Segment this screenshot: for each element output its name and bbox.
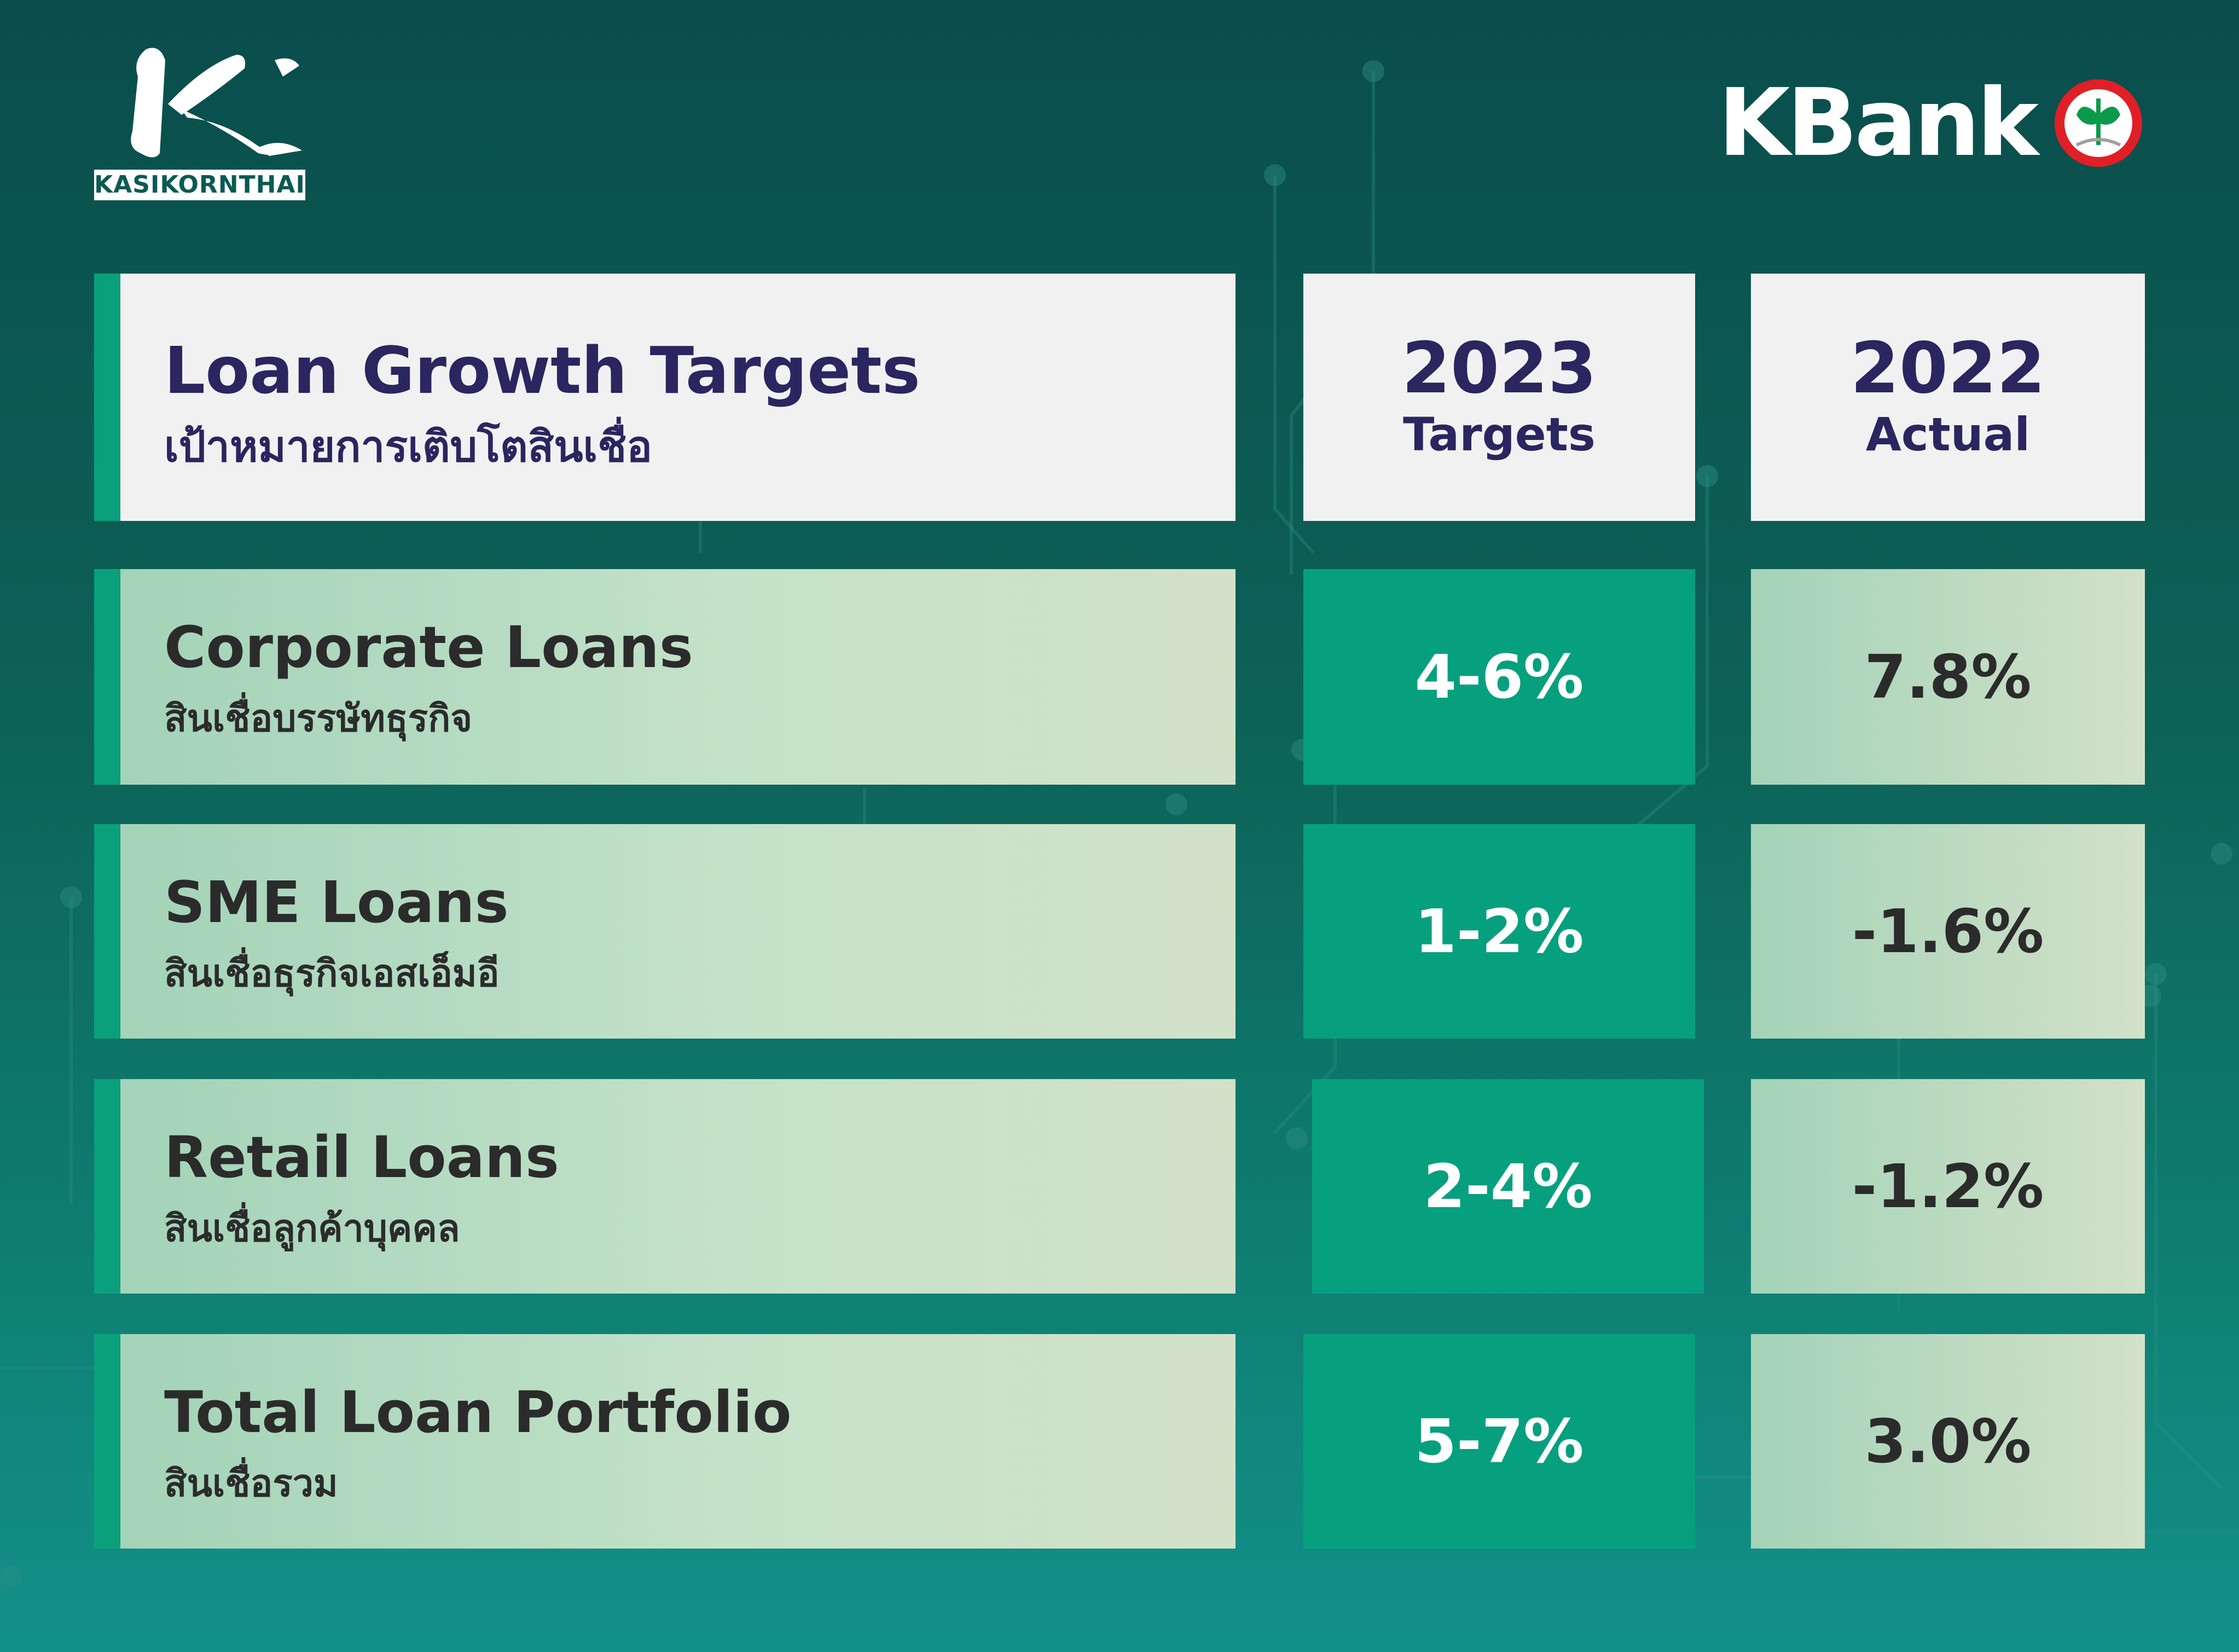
row-name-th: สินเชื่อบรรษัทธุรกิจ xyxy=(164,697,473,740)
page-title-thai: เป้าหมายการเติบโตสินเชื่อ xyxy=(164,422,652,472)
target-value: 2-4% xyxy=(1423,1151,1593,1221)
page-title: Loan Growth Targets xyxy=(164,333,920,408)
row-name-en: SME Loans xyxy=(164,869,509,936)
kbank-logo: KBank xyxy=(1718,77,2145,170)
actual-year: 2022 xyxy=(1850,328,2046,409)
kasikornthai-logo: KASIKORNTHAI xyxy=(94,44,305,202)
targets-label: Targets xyxy=(1403,408,1596,461)
column-header-actual: 2022 Actual xyxy=(1751,274,2145,521)
row-label-retail: Retail Loans สินเชื่อลูกค้าบุคคล xyxy=(94,1079,1235,1294)
row-name-th: สินเชื่อรวม xyxy=(164,1462,338,1505)
kasikornthai-wordmark: KASIKORNTHAI xyxy=(94,170,305,200)
actual-cell-sme: -1.6% xyxy=(1751,824,2145,1039)
k-brush-icon xyxy=(131,48,302,158)
target-cell-retail: 2-4% xyxy=(1312,1079,1704,1294)
actual-value: 7.8% xyxy=(1864,642,2032,712)
row-label-sme: SME Loans สินเชื่อธุรกิจเอสเอ็มอี xyxy=(94,824,1235,1039)
actual-value: -1.6% xyxy=(1852,896,2044,966)
target-value: 4-6% xyxy=(1414,642,1584,712)
row-label-total: Total Loan Portfolio สินเชื่อรวม xyxy=(94,1334,1235,1549)
actual-label: Actual xyxy=(1865,408,2031,461)
target-cell-sme: 1-2% xyxy=(1303,824,1695,1039)
actual-cell-corporate: 7.8% xyxy=(1751,569,2145,785)
row-name-en: Total Loan Portfolio xyxy=(164,1379,792,1446)
row-label-corporate: Corporate Loans สินเชื่อบรรษัทธุรกิจ xyxy=(94,569,1235,785)
row-name-en: Retail Loans xyxy=(164,1124,559,1191)
actual-value: -1.2% xyxy=(1852,1151,2044,1221)
kbank-wordmark: KBank xyxy=(1718,69,2039,177)
target-value: 1-2% xyxy=(1414,896,1584,966)
row-name-th: สินเชื่อลูกค้าบุคคล xyxy=(164,1207,460,1250)
kbank-seal-icon xyxy=(2055,79,2142,167)
row-name-en: Corporate Loans xyxy=(164,614,693,681)
target-value: 5-7% xyxy=(1414,1406,1584,1476)
targets-year: 2023 xyxy=(1401,328,1597,409)
target-cell-total: 5-7% xyxy=(1303,1334,1695,1549)
actual-cell-retail: -1.2% xyxy=(1751,1079,2145,1294)
header-title-card: Loan Growth Targets เป้าหมายการเติบโตสิน… xyxy=(94,274,1235,521)
row-name-th: สินเชื่อธุรกิจเอสเอ็มอี xyxy=(164,952,500,995)
actual-cell-total: 3.0% xyxy=(1751,1334,2145,1549)
actual-value: 3.0% xyxy=(1864,1406,2032,1476)
column-header-targets: 2023 Targets xyxy=(1303,274,1695,521)
target-cell-corporate: 4-6% xyxy=(1303,569,1695,785)
